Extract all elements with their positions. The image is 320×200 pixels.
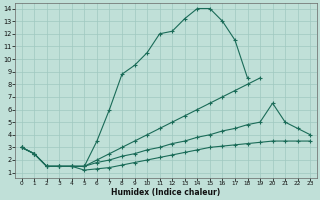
X-axis label: Humidex (Indice chaleur): Humidex (Indice chaleur) [111, 188, 220, 197]
